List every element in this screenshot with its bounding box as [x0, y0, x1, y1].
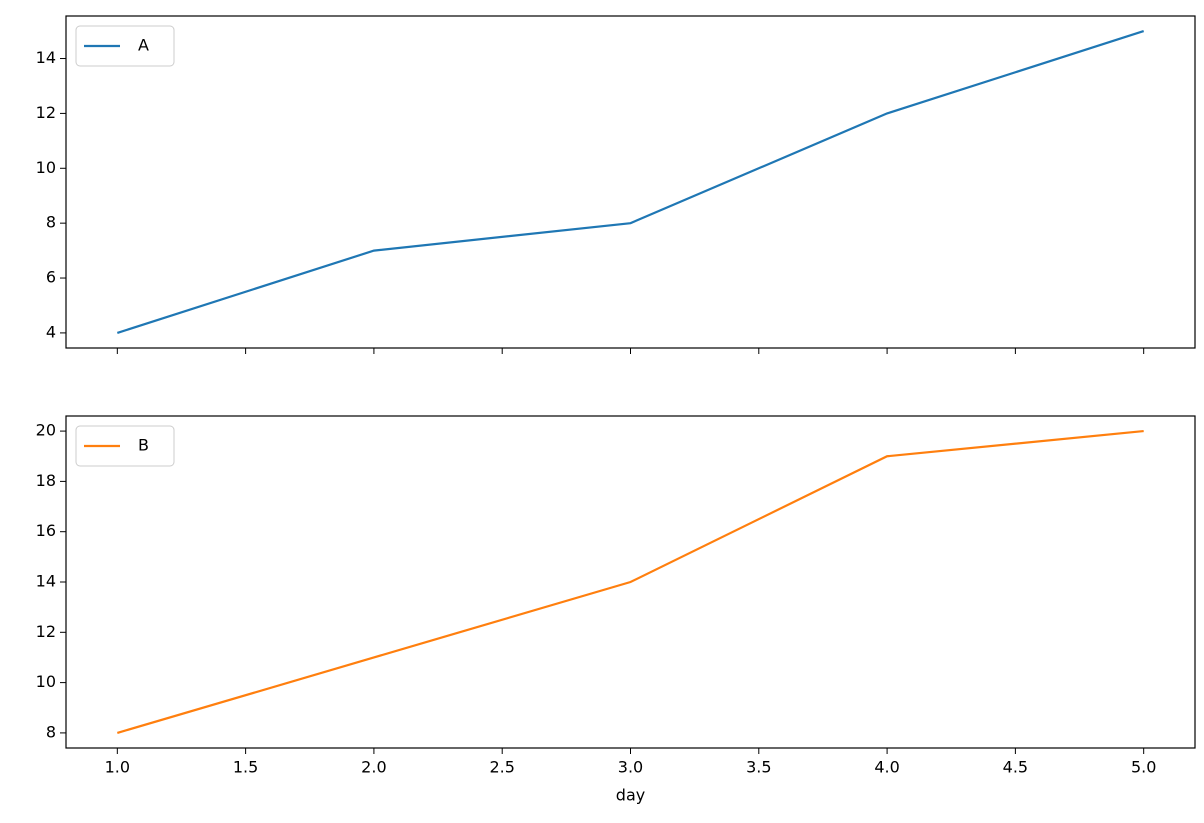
x-tick-label: 3.0: [618, 758, 643, 777]
plot-frame: [65, 15, 1196, 349]
legend-label: B: [138, 436, 149, 455]
x-tick-label: 2.5: [489, 758, 514, 777]
line-series: [117, 429, 1144, 734]
y-tick-label: 14: [36, 572, 56, 591]
x-tick-label: 4.5: [1003, 758, 1028, 777]
x-tick-label: 2.0: [361, 758, 386, 777]
y-tick-label: 6: [46, 268, 56, 287]
legend-label: A: [138, 36, 149, 55]
y-tick-label: 20: [36, 421, 56, 440]
x-tick-label: 3.5: [746, 758, 771, 777]
y-tick-label: 12: [36, 622, 56, 641]
y-tick-label: 18: [36, 471, 56, 490]
x-tick-label: 1.5: [233, 758, 258, 777]
y-tick-label: 12: [36, 103, 56, 122]
line-series: [116, 30, 1145, 334]
x-tick-label: 1.0: [105, 758, 130, 777]
plot-frame: [65, 415, 1196, 749]
y-tick-label: 8: [46, 213, 56, 232]
x-tick-label: 5.0: [1131, 758, 1156, 777]
y-tick-label: 4: [46, 322, 56, 341]
x-axis-label: day: [616, 786, 645, 805]
y-tick-label: 8: [46, 722, 56, 741]
y-tick-label: 14: [36, 48, 56, 67]
y-tick-label: 10: [36, 672, 56, 691]
y-tick-label: 10: [36, 158, 56, 177]
legend-box: [75, 25, 175, 67]
y-tick-label: 16: [36, 521, 56, 540]
x-tick-label: 4.0: [874, 758, 899, 777]
legend-box: [75, 425, 175, 467]
